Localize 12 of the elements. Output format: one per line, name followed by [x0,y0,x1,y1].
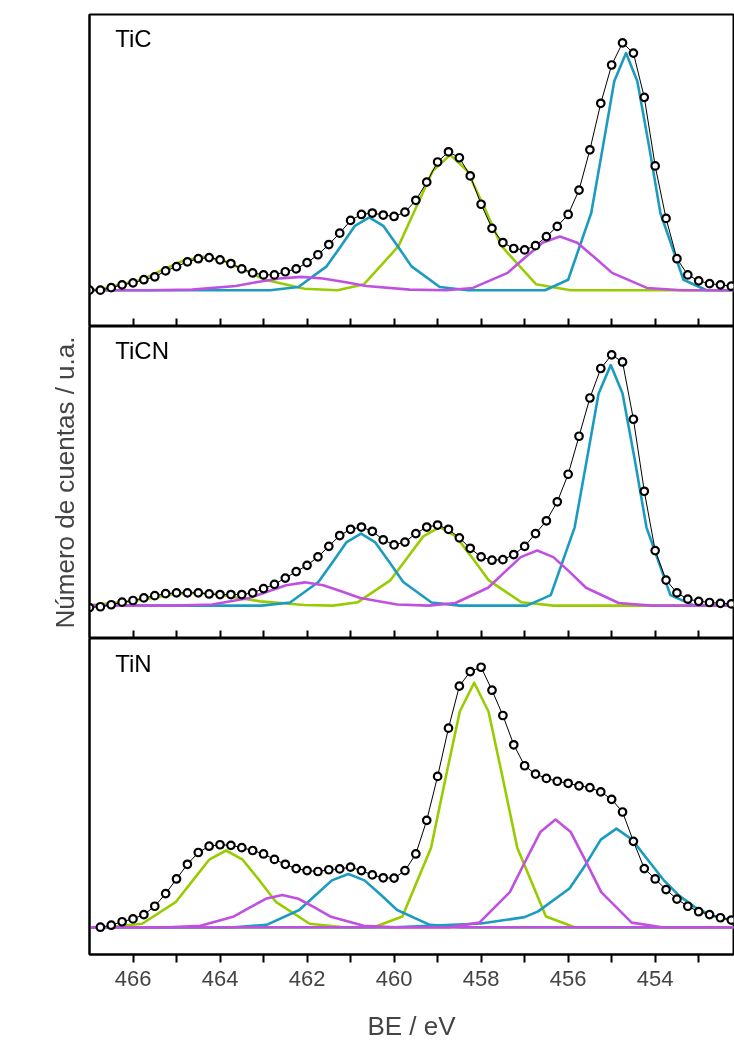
x-tick-label: 460 [375,965,413,991]
x-tick-label: 464 [201,965,239,991]
x-tick-label: 462 [288,965,326,991]
x-axis-title: BE / eV [367,1010,457,1041]
chart-title: TiCN [115,337,170,365]
chart-title: TiC [115,25,152,53]
x-tick-label: 466 [114,965,152,991]
x-tick-label: 458 [462,965,500,991]
y-axis-title: Número de cuentas / u.a. [49,336,80,629]
x-tick-label: 454 [636,965,674,991]
chart-title: TiN [115,649,152,677]
x-tick-label: 456 [549,965,587,991]
